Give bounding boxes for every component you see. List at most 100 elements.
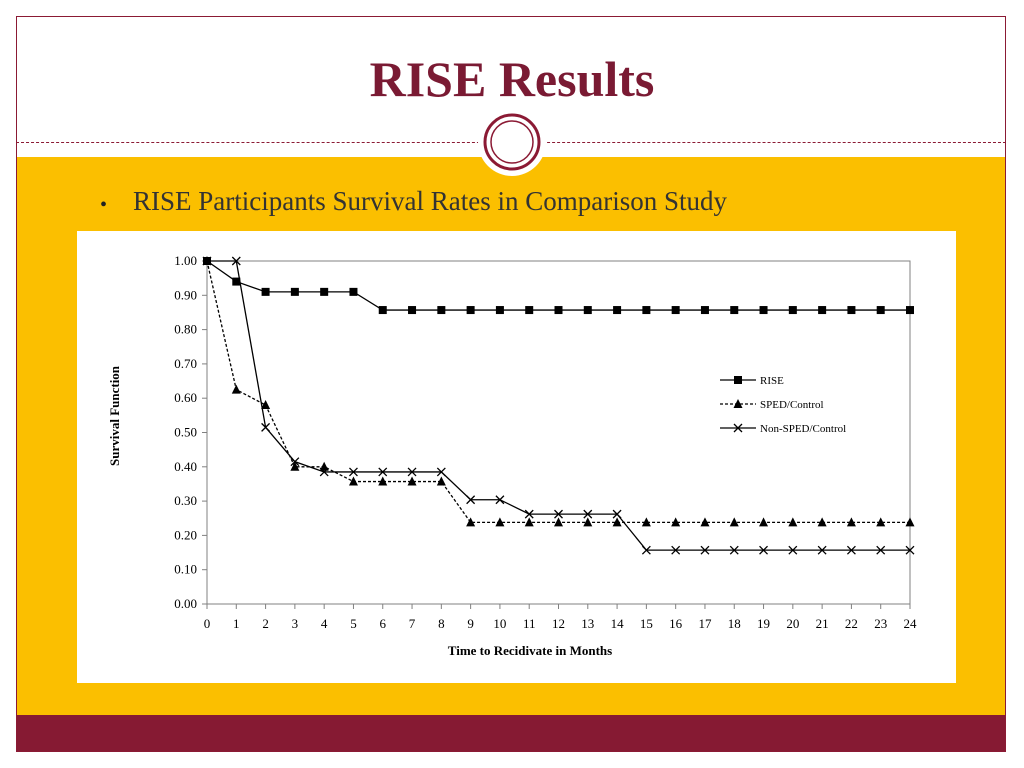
data-point: [788, 517, 798, 527]
x-tick-label: 13: [581, 616, 594, 631]
data-point: [378, 467, 388, 477]
data-point: [524, 517, 534, 527]
x-tick-label: 16: [669, 616, 683, 631]
data-point: [788, 545, 798, 555]
legend-marker: [733, 423, 743, 433]
data-point: [525, 306, 534, 315]
x-tick-label: 10: [493, 616, 506, 631]
x-tick-label: 9: [467, 616, 474, 631]
x-tick-label: 24: [904, 616, 918, 631]
data-point: [612, 517, 622, 527]
y-tick-label: 0.40: [174, 459, 197, 474]
y-axis-title: Survival Function: [107, 365, 122, 466]
y-tick-label: 0.30: [174, 493, 197, 508]
data-point: [554, 306, 563, 315]
data-point: [348, 476, 358, 486]
x-tick-label: 2: [262, 616, 269, 631]
data-point: [583, 509, 593, 519]
data-point: [847, 306, 856, 315]
data-point: [641, 517, 651, 527]
data-point: [231, 256, 241, 266]
y-tick-label: 0.50: [174, 425, 197, 440]
data-point: [436, 467, 446, 477]
data-point: [495, 495, 505, 505]
data-point: [319, 467, 329, 477]
data-point: [671, 306, 680, 315]
x-tick-label: 8: [438, 616, 445, 631]
data-point: [642, 306, 651, 315]
x-tick-label: 19: [757, 616, 770, 631]
data-point: [846, 545, 856, 555]
x-tick-label: 23: [874, 616, 887, 631]
data-point: [846, 517, 856, 527]
data-point: [759, 306, 768, 315]
x-tick-label: 5: [350, 616, 357, 631]
data-point: [261, 287, 270, 296]
data-point: [700, 306, 709, 315]
data-point: [437, 306, 446, 315]
y-tick-label: 0.00: [174, 596, 197, 611]
bullet-dot: •: [100, 194, 108, 216]
data-point: [700, 545, 710, 555]
data-point: [730, 306, 739, 315]
data-point: [583, 306, 592, 315]
x-tick-label: 22: [845, 616, 858, 631]
x-tick-label: 4: [321, 616, 328, 631]
x-tick-label: 14: [611, 616, 625, 631]
survival-chart: 0.00 0.10 0.20 0.30 0.40 0.50 0.60 0.70 0.80 0.90…: [107, 253, 918, 658]
data-point: [466, 306, 475, 315]
legend-label: SPED/Control: [760, 399, 824, 411]
data-point: [290, 461, 300, 471]
y-tick-label: 0.70: [174, 356, 197, 371]
data-point: [641, 545, 651, 555]
data-point: [612, 509, 622, 519]
data-point: [261, 400, 271, 410]
data-point: [466, 517, 476, 527]
data-point: [788, 306, 797, 315]
data-point: [729, 545, 739, 555]
data-point: [554, 517, 563, 527]
y-tick-label: 0.90: [174, 287, 197, 302]
data-point: [817, 545, 827, 555]
series-2: [202, 256, 915, 555]
data-point: [905, 517, 915, 527]
data-point: [319, 461, 329, 471]
data-point: [876, 306, 885, 315]
x-tick-label: 21: [816, 616, 829, 631]
y-tick-label: 0.10: [174, 562, 197, 577]
x-tick-label: 18: [728, 616, 741, 631]
data-point: [671, 517, 681, 527]
footer-bar: [17, 715, 1005, 751]
bullet-text: RISE Participants Survival Rates in Comp…: [133, 186, 727, 216]
data-point: [905, 545, 915, 555]
data-point: [583, 517, 593, 527]
data-point: [231, 384, 241, 394]
data-point: [378, 476, 388, 486]
data-point: [876, 545, 886, 555]
x-tick-label: 0: [204, 616, 211, 631]
y-tick-label: 0.80: [174, 322, 197, 337]
data-point: [407, 467, 417, 477]
data-point: [495, 517, 505, 527]
data-point: [349, 287, 358, 296]
data-point: [202, 256, 212, 266]
x-tick-label: 15: [640, 616, 653, 631]
data-point: [495, 306, 504, 315]
data-point: [554, 509, 563, 519]
data-point: [671, 545, 681, 555]
data-point: [261, 422, 271, 432]
data-point: [348, 467, 358, 477]
data-point: [466, 495, 476, 505]
slide-title: RISE Results: [369, 51, 655, 107]
y-tick-label: 0.60: [174, 390, 197, 405]
data-point: [290, 457, 300, 467]
data-point: [759, 517, 769, 527]
y-tick-label: 1.00: [174, 253, 197, 268]
x-tick-label: 20: [786, 616, 799, 631]
x-axis-title: Time to Recidivate in Months: [448, 643, 612, 658]
x-tick-label: 17: [698, 616, 712, 631]
circle-ornament-icon: [478, 108, 546, 176]
x-tick-label: 11: [523, 616, 536, 631]
legend-label: RISE: [760, 375, 784, 387]
y-tick-label: 0.20: [174, 527, 197, 542]
